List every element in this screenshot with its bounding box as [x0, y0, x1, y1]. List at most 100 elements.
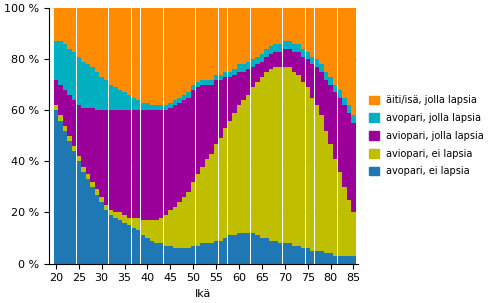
Bar [319, 115, 324, 251]
Bar [77, 57, 81, 105]
Bar [264, 238, 269, 264]
Bar [347, 113, 351, 200]
Bar [81, 8, 86, 62]
Bar [250, 59, 255, 67]
Bar [329, 77, 333, 85]
Bar [306, 8, 310, 52]
Bar [347, 256, 351, 264]
Bar [136, 218, 141, 230]
Bar [118, 110, 122, 212]
Bar [255, 57, 259, 64]
Bar [54, 110, 58, 264]
Bar [324, 253, 328, 264]
Bar [218, 138, 223, 241]
Bar [292, 8, 296, 44]
Bar [228, 235, 232, 264]
Bar [306, 59, 310, 87]
Bar [210, 8, 214, 80]
Bar [319, 64, 324, 72]
Bar [77, 156, 81, 161]
Bar [58, 121, 62, 264]
Bar [351, 123, 356, 212]
Bar [159, 218, 163, 243]
Bar [246, 233, 250, 264]
Bar [150, 220, 154, 241]
Bar [333, 256, 338, 264]
Bar [315, 105, 319, 251]
Bar [58, 115, 62, 121]
Bar [214, 241, 218, 264]
Bar [237, 233, 241, 264]
Bar [324, 80, 328, 131]
Bar [141, 220, 145, 235]
Bar [282, 42, 287, 49]
Bar [264, 72, 269, 238]
Bar [136, 230, 141, 264]
Bar [191, 8, 195, 85]
Bar [118, 90, 122, 110]
Bar [260, 8, 264, 54]
Bar [296, 75, 301, 246]
Bar [333, 92, 338, 159]
Bar [242, 8, 246, 64]
Bar [232, 75, 237, 113]
Bar [123, 92, 127, 110]
Bar [246, 95, 250, 233]
Bar [223, 8, 227, 72]
Bar [123, 110, 127, 215]
Bar [306, 248, 310, 264]
Bar [315, 59, 319, 67]
Bar [63, 90, 67, 126]
Bar [223, 72, 227, 77]
Bar [186, 248, 191, 264]
Bar [329, 253, 333, 264]
Bar [296, 52, 301, 75]
Bar [237, 72, 241, 105]
Bar [186, 8, 191, 92]
Bar [351, 256, 356, 264]
Bar [150, 8, 154, 105]
Bar [269, 69, 273, 241]
Bar [145, 103, 150, 110]
Bar [81, 167, 86, 171]
Bar [109, 85, 113, 110]
Bar [278, 243, 282, 264]
Bar [81, 62, 86, 108]
Bar [269, 46, 273, 54]
Bar [237, 64, 241, 72]
Bar [141, 110, 145, 220]
Bar [182, 8, 186, 95]
Bar [104, 205, 108, 210]
Bar [91, 187, 94, 264]
Bar [136, 8, 141, 100]
Bar [182, 248, 186, 264]
Bar [214, 75, 218, 80]
Bar [173, 248, 177, 264]
Bar [127, 95, 131, 110]
Bar [131, 218, 136, 228]
Bar [118, 220, 122, 264]
Bar [232, 113, 237, 235]
Bar [154, 110, 159, 220]
Bar [72, 100, 76, 146]
Bar [269, 54, 273, 69]
Bar [63, 44, 67, 90]
Bar [104, 210, 108, 264]
Bar [264, 57, 269, 72]
Bar [164, 246, 168, 264]
Bar [177, 248, 182, 264]
Bar [177, 98, 182, 103]
Bar [347, 105, 351, 113]
Bar [301, 49, 306, 57]
Bar [67, 8, 72, 49]
Bar [282, 8, 287, 42]
Bar [72, 52, 76, 100]
Bar [86, 108, 90, 174]
Bar [242, 233, 246, 264]
Bar [296, 44, 301, 52]
Bar [77, 8, 81, 57]
Bar [67, 95, 72, 136]
Bar [86, 174, 90, 179]
Bar [131, 110, 136, 218]
Bar [164, 105, 168, 110]
